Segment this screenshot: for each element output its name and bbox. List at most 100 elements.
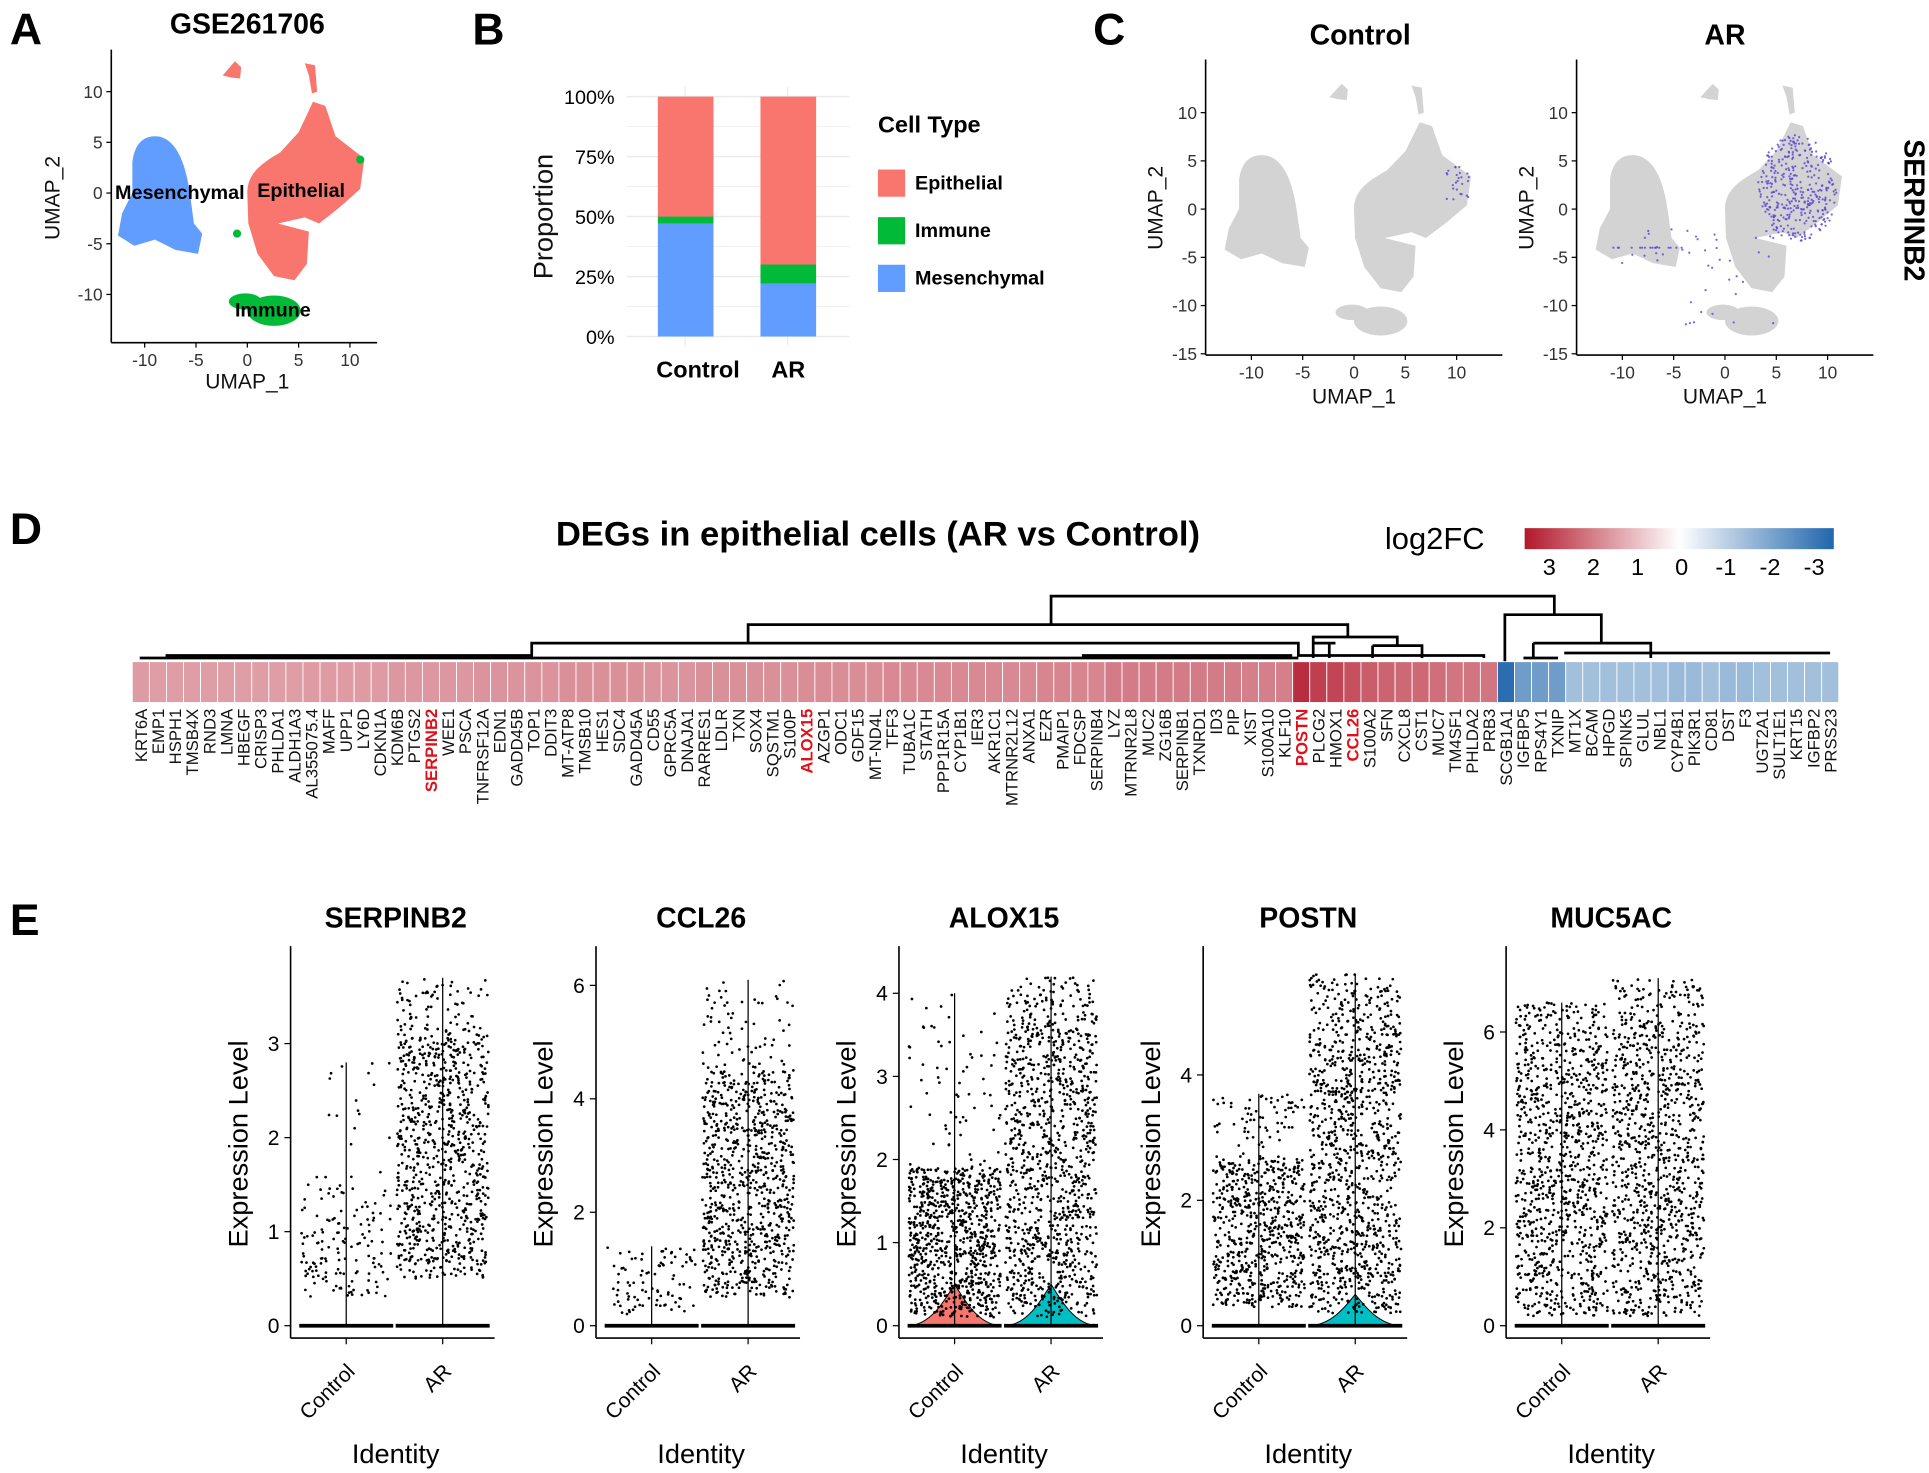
data-point [763,1135,767,1139]
data-point [485,1161,489,1165]
data-point [409,1166,412,1169]
data-point [672,1274,676,1277]
data-point [977,1182,981,1185]
expressing-cell [1824,224,1827,227]
data-point [751,1228,755,1231]
data-point [487,1105,490,1109]
expressing-cell [1773,208,1776,211]
data-point [1047,1057,1051,1061]
data-point [400,1189,404,1192]
data-point [1054,1039,1058,1043]
data-point [985,1210,989,1213]
expressing-cell [1780,178,1783,181]
data-point [397,1254,401,1258]
data-point [949,1305,953,1309]
data-point [1094,1254,1097,1258]
expressing-cell [1761,205,1764,208]
data-point [751,1099,755,1103]
data-point [1030,1267,1034,1271]
data-point [406,1205,410,1208]
heatmap-cell [1172,661,1191,703]
data-point [1292,1202,1295,1206]
data-point [762,1110,765,1114]
data-point [786,1079,789,1083]
data-point [467,1142,470,1146]
expressing-cell [1814,193,1817,196]
gene-label: XIST [1241,709,1260,746]
data-point [720,1194,724,1197]
data-point [1084,1147,1088,1151]
data-point [721,1174,725,1177]
data-point [1276,1121,1280,1125]
data-point [1265,1162,1269,1166]
data-point [475,1272,479,1276]
data-point [951,1202,954,1206]
data-point [788,1295,791,1299]
expressing-cell [1670,228,1673,231]
data-point [774,994,778,998]
data-point [469,1220,473,1224]
data-point [762,1128,766,1132]
data-point [735,1219,739,1223]
data-point [1085,1224,1088,1228]
data-point [1081,1175,1085,1178]
data-point [975,1184,979,1187]
data-point [1071,1224,1075,1228]
data-point [984,1213,988,1216]
data-point [988,1173,992,1177]
expressing-cell [1792,191,1795,194]
data-point [1057,1068,1061,1072]
data-point [772,1250,775,1253]
data-point [466,1021,470,1025]
expressing-cell [1810,176,1813,179]
data-point [981,1263,985,1267]
expressing-cell [1770,159,1774,163]
data-point [703,1121,707,1125]
data-point [328,1187,332,1191]
data-point [950,1179,954,1183]
data-point [335,1187,339,1191]
data-point [466,1182,469,1185]
data-point [951,1286,955,1290]
data-point [729,1081,733,1085]
data-point [935,1259,939,1263]
data-point [984,1254,988,1257]
data-point [458,1241,461,1245]
gene-label: KLF10 [1275,709,1294,758]
data-point [723,1158,726,1161]
data-point [441,1092,445,1096]
data-point [983,1260,986,1264]
data-point [1024,1171,1028,1175]
data-point [1036,1077,1040,1080]
data-point [1089,1288,1093,1291]
data-point [1085,1286,1089,1290]
data-point [425,1008,428,1011]
bar-segment-epithelial [657,96,714,217]
data-point [474,1043,478,1046]
data-point [1048,1149,1052,1153]
data-point [419,1257,423,1261]
heatmap-cell [473,661,492,703]
data-point [1026,1037,1030,1041]
data-point [412,1108,415,1112]
data-point [943,1170,947,1174]
heatmap-cell [1804,661,1823,703]
data-point [992,1189,996,1193]
expressing-cell [1789,237,1793,240]
heatmap-cell [456,661,475,703]
data-point [437,1149,440,1152]
data-point [791,1069,795,1072]
data-point [457,1071,461,1074]
data-point [427,1112,431,1116]
heatmap-cell [1582,661,1601,703]
data-point [1073,1265,1077,1268]
data-point [782,1242,786,1246]
panel-b-bar-chart: Proportion Cell Type 0%25%50%75%100%Cont… [528,86,1045,382]
data-point [966,1290,970,1294]
data-point [1041,1243,1045,1247]
data-point [942,1178,946,1182]
heatmap-cell [677,661,696,703]
expressing-cell [1643,254,1646,257]
expressing-cell [1823,155,1826,158]
data-point [1036,1255,1040,1258]
